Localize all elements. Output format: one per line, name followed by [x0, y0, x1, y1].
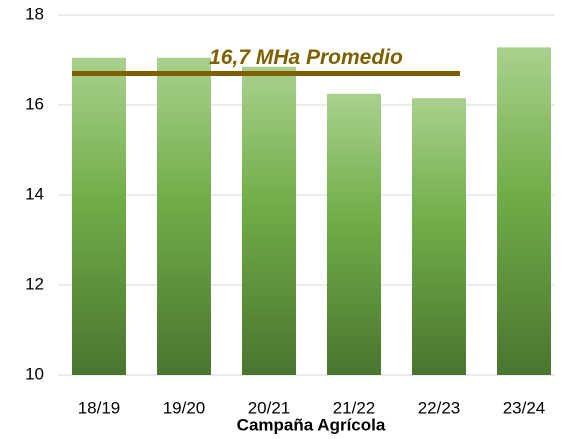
average-label: 16,7 MHa Promedio — [209, 46, 403, 69]
bar — [242, 66, 296, 375]
y-tick-label: 12 — [25, 274, 44, 293]
x-tick-label: 19/20 — [163, 398, 206, 417]
y-tick-label: 10 — [25, 364, 44, 383]
x-tick-label: 20/21 — [248, 398, 291, 417]
x-axis-label: Campaña Agrícola — [237, 415, 386, 434]
x-tick-label: 18/19 — [78, 398, 121, 417]
x-tick-label: 21/22 — [333, 398, 376, 417]
bar — [72, 57, 126, 375]
y-tick-label: 14 — [25, 184, 44, 203]
y-tick-label: 18 — [25, 4, 44, 23]
x-tick-label: 22/23 — [418, 398, 461, 417]
x-tick-label: 23/24 — [503, 398, 546, 417]
y-tick-label: 16 — [25, 94, 44, 113]
bar — [412, 98, 466, 375]
bar — [327, 93, 381, 375]
bar — [497, 47, 551, 376]
bar — [157, 57, 211, 375]
